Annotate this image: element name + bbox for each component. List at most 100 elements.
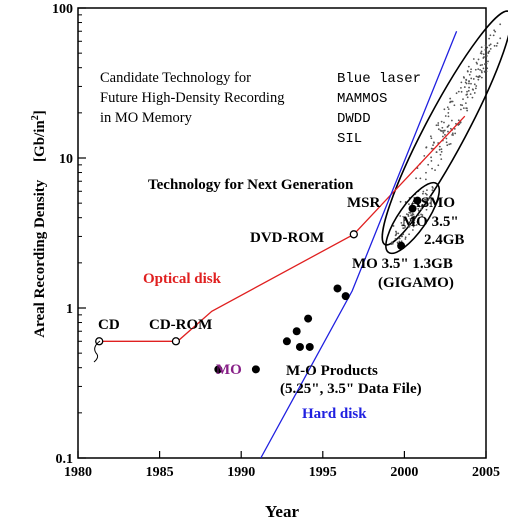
- hard-disk-trend-line: [260, 30, 458, 459]
- hard-disk-label: Hard disk: [302, 406, 367, 422]
- region-speckle: [431, 167, 433, 170]
- region-speckle: [433, 142, 435, 144]
- next-gen-region-ellipse: [385, 181, 440, 255]
- region-speckle: [417, 207, 420, 210]
- region-speckle: [441, 135, 444, 138]
- filled-data-point: [292, 327, 301, 336]
- x-axis-title: Year: [265, 502, 299, 521]
- region-speckle: [449, 101, 451, 104]
- cd-label: CD: [98, 317, 120, 333]
- open-data-point: [171, 337, 181, 346]
- y-tick-label: 1: [66, 302, 73, 317]
- filled-data-point: [341, 292, 350, 301]
- region-speckle: [397, 232, 400, 235]
- region-speckle: [479, 52, 482, 55]
- region-speckle: [399, 200, 402, 203]
- region-speckle: [398, 240, 401, 243]
- region-speckle: [415, 177, 417, 180]
- region-speckle: [403, 219, 406, 222]
- region-speckle: [475, 85, 478, 87]
- region-speckle: [440, 158, 443, 161]
- region-speckle: [446, 106, 449, 109]
- region-speckle: [485, 62, 488, 65]
- region-speckle: [482, 53, 485, 56]
- region-speckle: [437, 128, 440, 131]
- region-speckle: [402, 227, 405, 230]
- x-tick-label: 1980: [64, 465, 92, 480]
- region-speckle: [481, 71, 483, 74]
- region-speckle: [480, 76, 483, 79]
- x-tick-label: 1990: [227, 465, 255, 480]
- region-speckle: [411, 229, 414, 231]
- region-speckle: [425, 146, 428, 149]
- region-speckle: [447, 108, 450, 111]
- region-speckle: [445, 137, 448, 140]
- data-markers: [95, 196, 422, 374]
- region-speckle: [470, 82, 472, 85]
- next-gen-label: Technology for Next Generation: [148, 177, 354, 193]
- region-speckle: [462, 98, 464, 101]
- y-axis-unit-exp: 2: [30, 115, 41, 120]
- region-speckle: [425, 193, 428, 196]
- region-speckle: [465, 93, 468, 96]
- region-speckle: [421, 203, 424, 206]
- trend-lines: [97, 30, 466, 459]
- region-speckle: [440, 148, 443, 151]
- region-speckle: [477, 58, 480, 61]
- region-speckle: [447, 112, 450, 114]
- region-speckle: [401, 235, 404, 238]
- region-speckle: [477, 76, 479, 78]
- region-speckle: [437, 122, 440, 124]
- region-speckle: [447, 130, 449, 133]
- region-speckle: [452, 134, 454, 136]
- candidate-item-blue-laser: Blue laser: [337, 71, 421, 87]
- region-speckle: [391, 241, 393, 244]
- filled-data-point: [413, 196, 422, 205]
- region-speckle: [461, 104, 464, 107]
- region-speckle: [493, 44, 496, 47]
- region-speckle: [499, 23, 502, 26]
- region-speckle: [466, 70, 469, 72]
- region-speckle: [407, 213, 410, 216]
- region-speckle: [411, 203, 413, 205]
- region-speckle: [431, 186, 434, 188]
- region-speckle: [438, 145, 441, 148]
- region-speckle: [419, 177, 422, 180]
- open-data-point: [349, 230, 358, 239]
- region-speckle: [396, 241, 399, 244]
- y-axis-title: Areal Recording Density [Gb/in2]: [30, 110, 48, 337]
- optical-disk-label: Optical disk: [143, 271, 222, 287]
- cd-curl-mark: [93, 340, 101, 363]
- filled-data-point: [305, 342, 314, 351]
- region-speckle: [468, 86, 470, 89]
- region-speckle: [430, 147, 433, 150]
- region-speckle: [466, 107, 468, 110]
- region-speckle: [395, 230, 397, 233]
- region-speckle: [487, 52, 490, 55]
- region-speckle: [488, 37, 491, 40]
- region-speckle: [457, 119, 460, 122]
- region-speckle: [441, 126, 444, 129]
- region-speckle: [435, 124, 438, 127]
- region-speckle: [413, 216, 416, 218]
- region-speckle: [429, 196, 432, 198]
- region-speckle: [422, 190, 425, 193]
- region-speckle: [420, 208, 423, 210]
- candidate-item-mammos: MAMMOS: [337, 91, 387, 107]
- region-speckle: [404, 238, 407, 240]
- region-speckle: [451, 132, 454, 135]
- region-speckle: [424, 178, 427, 181]
- mo35-24-line-2: 2.4GB: [424, 232, 464, 248]
- region-speckle: [444, 115, 447, 117]
- region-speckle: [398, 237, 401, 240]
- region-speckle: [476, 62, 478, 65]
- region-speckle: [402, 233, 405, 236]
- region-speckle: [406, 221, 409, 223]
- region-speckle: [405, 213, 408, 216]
- region-speckle: [462, 107, 465, 110]
- region-speckle: [466, 90, 468, 93]
- region-speckle: [489, 47, 492, 50]
- msr-label: MSR: [347, 195, 381, 211]
- region-speckle: [467, 89, 470, 92]
